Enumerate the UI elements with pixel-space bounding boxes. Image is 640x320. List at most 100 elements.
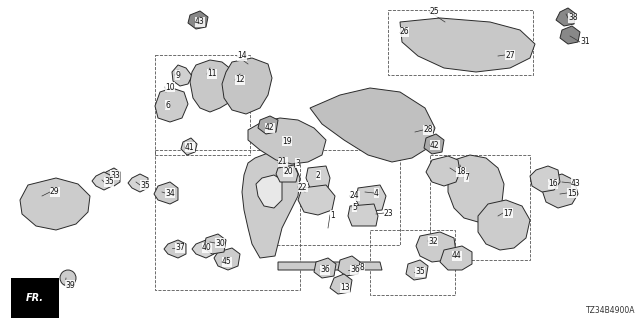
Polygon shape — [155, 88, 188, 122]
Polygon shape — [306, 166, 330, 188]
Polygon shape — [556, 8, 576, 26]
Text: 42: 42 — [265, 124, 275, 132]
Polygon shape — [530, 166, 560, 192]
Text: 11: 11 — [207, 69, 216, 78]
Text: 15: 15 — [567, 188, 577, 197]
Polygon shape — [222, 58, 272, 114]
Polygon shape — [128, 174, 148, 192]
Text: 35: 35 — [104, 178, 114, 187]
Bar — [155, 150, 300, 290]
Polygon shape — [20, 178, 90, 230]
Text: 21: 21 — [278, 157, 287, 166]
Text: 17: 17 — [503, 209, 513, 218]
Bar — [388, 10, 533, 75]
Text: 31: 31 — [580, 37, 589, 46]
Text: 2: 2 — [316, 171, 321, 180]
Text: 33: 33 — [110, 171, 120, 180]
Text: 26: 26 — [399, 28, 408, 36]
Polygon shape — [164, 240, 186, 258]
Text: 37: 37 — [175, 244, 185, 252]
Text: 23: 23 — [384, 209, 394, 218]
Polygon shape — [154, 182, 178, 204]
Polygon shape — [242, 153, 300, 258]
Polygon shape — [356, 185, 386, 212]
Polygon shape — [92, 172, 112, 190]
Text: 35: 35 — [415, 268, 425, 276]
Text: FR.: FR. — [26, 293, 44, 303]
Polygon shape — [416, 232, 456, 262]
Polygon shape — [278, 262, 382, 270]
Text: 6: 6 — [165, 100, 170, 109]
Text: 18: 18 — [456, 167, 465, 177]
Text: 9: 9 — [175, 70, 180, 79]
Polygon shape — [424, 134, 444, 154]
Text: 4: 4 — [374, 188, 379, 197]
Text: 28: 28 — [423, 125, 433, 134]
Text: 12: 12 — [235, 76, 244, 84]
Text: 44: 44 — [452, 252, 461, 260]
Text: 10: 10 — [165, 83, 175, 92]
Polygon shape — [181, 138, 197, 155]
Polygon shape — [338, 256, 360, 276]
Text: 39: 39 — [65, 281, 75, 290]
Polygon shape — [102, 168, 120, 186]
Text: 22: 22 — [298, 182, 307, 191]
Polygon shape — [214, 248, 240, 270]
Text: 36: 36 — [350, 266, 360, 275]
Polygon shape — [310, 88, 435, 162]
Polygon shape — [348, 204, 378, 226]
Polygon shape — [406, 260, 428, 280]
Text: 30: 30 — [215, 238, 225, 247]
Bar — [370, 230, 455, 295]
Polygon shape — [256, 175, 282, 208]
Text: 7: 7 — [464, 172, 469, 181]
Text: 29: 29 — [50, 188, 60, 196]
Text: 43: 43 — [195, 18, 205, 27]
Text: 20: 20 — [283, 167, 292, 177]
Polygon shape — [426, 156, 460, 186]
Text: 16: 16 — [548, 180, 557, 188]
Circle shape — [60, 270, 76, 286]
Polygon shape — [542, 174, 578, 208]
Polygon shape — [276, 165, 298, 182]
Text: 27: 27 — [505, 51, 515, 60]
Text: 8: 8 — [360, 263, 365, 273]
Text: 24: 24 — [350, 191, 360, 201]
Text: 42: 42 — [430, 140, 440, 149]
Polygon shape — [298, 185, 335, 215]
Text: 38: 38 — [568, 13, 578, 22]
Polygon shape — [258, 116, 278, 134]
Polygon shape — [400, 18, 535, 72]
Text: 19: 19 — [282, 137, 292, 146]
Text: 32: 32 — [428, 236, 438, 245]
Text: 36: 36 — [320, 266, 330, 275]
Text: 13: 13 — [340, 284, 349, 292]
Bar — [275, 150, 400, 245]
Text: 3: 3 — [295, 158, 300, 167]
Polygon shape — [330, 274, 352, 294]
Text: 41: 41 — [185, 142, 195, 151]
Polygon shape — [448, 155, 504, 222]
Polygon shape — [560, 26, 580, 44]
Text: 45: 45 — [222, 258, 232, 267]
Text: 35: 35 — [140, 180, 150, 189]
Bar — [430, 155, 530, 260]
Polygon shape — [314, 258, 336, 278]
Text: 25: 25 — [430, 7, 440, 17]
Text: 34: 34 — [165, 188, 175, 197]
Polygon shape — [190, 60, 235, 112]
Text: 43: 43 — [571, 179, 580, 188]
Polygon shape — [204, 234, 226, 254]
Polygon shape — [188, 11, 208, 29]
Polygon shape — [248, 118, 326, 164]
Polygon shape — [192, 240, 214, 258]
Text: 40: 40 — [202, 244, 212, 252]
Polygon shape — [440, 246, 472, 270]
Text: 1: 1 — [330, 211, 335, 220]
Text: 14: 14 — [237, 52, 246, 60]
Text: TZ34B4900A: TZ34B4900A — [586, 306, 635, 315]
Text: 5: 5 — [352, 203, 357, 212]
Bar — [155, 55, 250, 155]
Polygon shape — [478, 200, 530, 250]
Polygon shape — [172, 65, 192, 86]
